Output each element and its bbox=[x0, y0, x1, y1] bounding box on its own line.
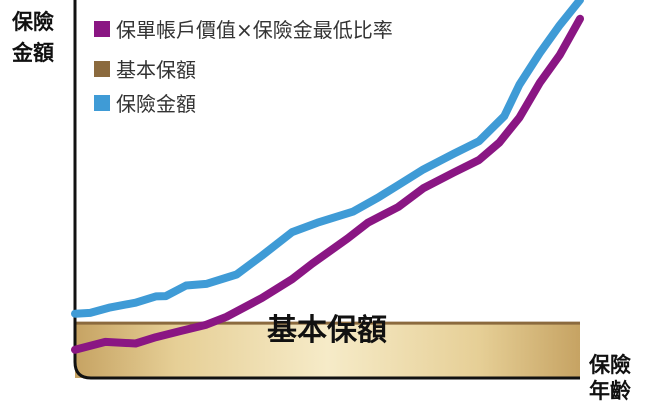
legend-label-basic-amount: 基本保額 bbox=[116, 58, 196, 82]
x-axis-title-line-2: 年齡 bbox=[589, 379, 631, 403]
series-insurance-amount-line bbox=[71, 0, 584, 318]
legend: 保單帳戶價值×保險金最低比率 基本保額 保險金額 bbox=[94, 18, 393, 116]
legend-swatch-account-value bbox=[94, 21, 110, 37]
y-axis-title-line-1: 保險 bbox=[11, 10, 54, 34]
legend-label-insurance-amount: 保險金額 bbox=[116, 92, 196, 116]
series-account-value-line bbox=[71, 14, 584, 354]
legend-label-account-value: 保單帳戶價值×保險金最低比率 bbox=[116, 18, 393, 42]
chart-axis bbox=[73, 0, 580, 380]
legend-swatch-basic-amount bbox=[94, 61, 110, 77]
basic-amount-band-label: 基本保額 bbox=[267, 313, 387, 348]
y-axis-title-line-2: 金額 bbox=[11, 41, 54, 65]
x-axis-title-line-1: 保險 bbox=[588, 353, 631, 377]
series-layer bbox=[71, 0, 584, 354]
legend-swatch-insurance-amount bbox=[94, 95, 110, 111]
